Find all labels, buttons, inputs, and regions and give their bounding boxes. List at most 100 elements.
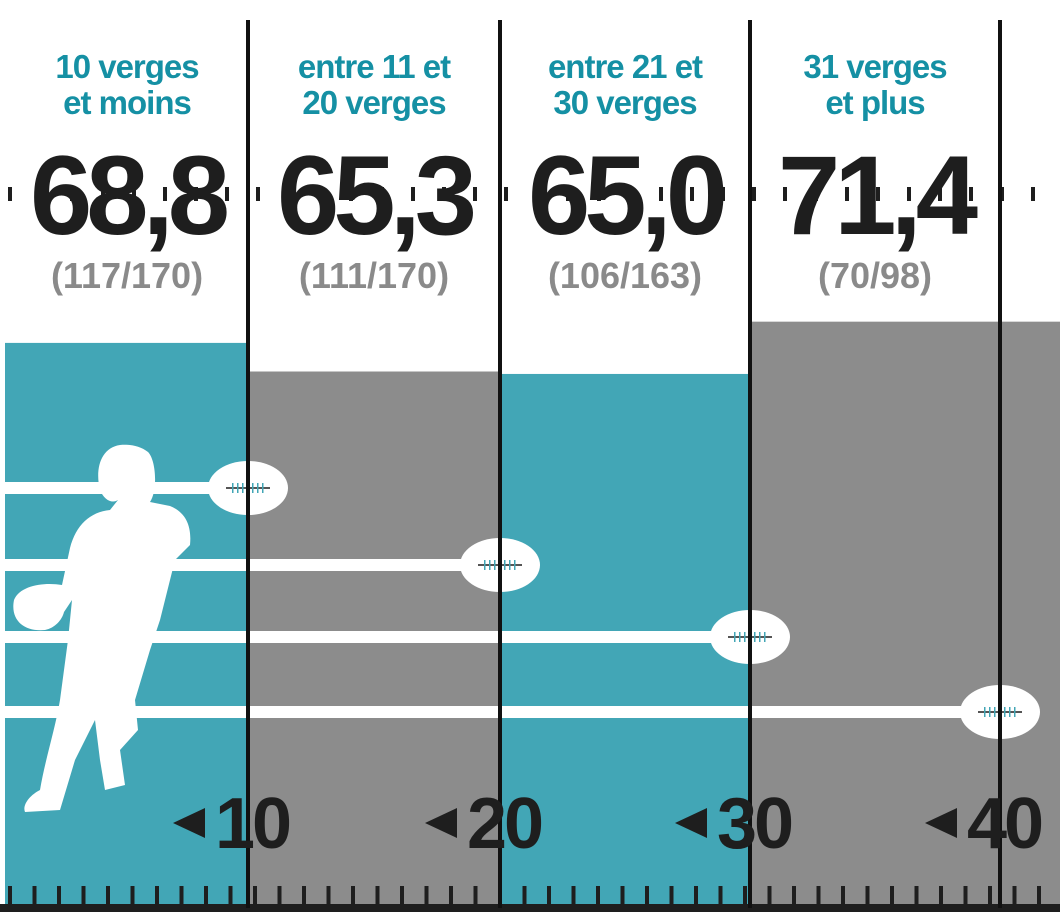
field-tick (522, 886, 527, 906)
football-stitch (509, 560, 511, 570)
category-label: entre 11 et (298, 48, 451, 85)
field-tick (302, 886, 306, 906)
category-label: 10 verges (55, 48, 198, 85)
field-tick (400, 886, 404, 906)
field-tick (816, 886, 821, 906)
throw-line (5, 559, 500, 571)
fraction-label: (117/170) (51, 255, 203, 296)
field-tick (890, 886, 894, 906)
hash-mark (318, 187, 322, 201)
field-tick (106, 886, 110, 906)
football-stitch (994, 707, 996, 717)
football-stitch (489, 560, 491, 570)
football-stitch (739, 632, 741, 642)
hash-mark (8, 187, 12, 201)
yard-arrow (425, 808, 457, 838)
field-tick (1037, 886, 1041, 906)
throw-line (5, 482, 248, 494)
hash-mark (39, 187, 43, 201)
category-label: et moins (63, 84, 191, 121)
field-tick (694, 886, 698, 906)
category-label: 31 verges (803, 48, 946, 85)
football-stitch (989, 707, 991, 717)
football-stitch (232, 483, 234, 493)
bar (750, 321, 1060, 905)
hash-mark (783, 187, 787, 201)
decoration (0, 20, 1060, 912)
value-label: 71,4 (778, 133, 978, 258)
yard-marker: 40 (967, 784, 1042, 864)
yard-arrow (925, 808, 957, 838)
field-tick (326, 886, 331, 906)
yard-marker: 20 (467, 784, 542, 864)
field-tick (571, 886, 576, 906)
category-label: et plus (825, 84, 924, 121)
football-stitch (1009, 707, 1011, 717)
hash-mark (256, 187, 260, 201)
throw-line (5, 631, 750, 643)
field-tick (645, 886, 649, 906)
field-tick (424, 886, 429, 906)
hash-mark (163, 187, 167, 201)
field-tick (449, 886, 453, 906)
field-tick (277, 886, 282, 906)
field-tick (596, 886, 600, 906)
value-label: 65,0 (528, 133, 724, 258)
football-stitch (744, 632, 746, 642)
field-line (246, 20, 250, 908)
football-stitch (759, 632, 761, 642)
hash-mark (225, 187, 229, 201)
yard-marker: 30 (717, 784, 792, 864)
football-stitch (484, 560, 486, 570)
field-tick (32, 886, 37, 906)
hash-mark (814, 187, 818, 201)
field-tick (620, 886, 625, 906)
hash-mark (287, 187, 291, 201)
football-stitch (242, 483, 244, 493)
field-tick (253, 886, 257, 906)
football-stitch (504, 560, 506, 570)
hash-mark (194, 187, 198, 201)
field-tick (841, 886, 845, 906)
football-stitch (514, 560, 516, 570)
hash-mark (721, 187, 725, 201)
hash-mark (566, 187, 570, 201)
field-tick (865, 886, 870, 906)
hash-mark (845, 187, 849, 201)
field-line (498, 20, 502, 908)
hash-mark (969, 187, 973, 201)
hash-mark (907, 187, 911, 201)
hash-mark (70, 187, 74, 201)
hash-mark (597, 187, 601, 201)
football-stitch (1004, 707, 1006, 717)
football-stitch (754, 632, 756, 642)
category-label: entre 21 et (548, 48, 703, 85)
field-tick (228, 886, 233, 906)
football-stitch (734, 632, 736, 642)
field-line (998, 20, 1002, 908)
field-tick (155, 886, 159, 906)
field-tick (351, 886, 355, 906)
fraction-label: (111/170) (299, 255, 449, 296)
field-tick (939, 886, 943, 906)
football-stitch (237, 483, 239, 493)
field-tick (914, 886, 919, 906)
field-tick (792, 886, 796, 906)
hash-mark (411, 187, 415, 201)
field-tick (8, 886, 12, 906)
hash-mark (876, 187, 880, 201)
category-label: 30 verges (553, 84, 696, 121)
hash-mark (132, 187, 136, 201)
football-stitch (257, 483, 259, 493)
hash-mark (101, 187, 105, 201)
hash-mark (380, 187, 384, 201)
throw-line (5, 706, 1000, 718)
field-tick (179, 886, 184, 906)
field-tick (547, 886, 551, 906)
hash-mark (690, 187, 694, 201)
field-tick (767, 886, 772, 906)
field-tick (1012, 886, 1017, 906)
hash-mark (1031, 187, 1035, 201)
